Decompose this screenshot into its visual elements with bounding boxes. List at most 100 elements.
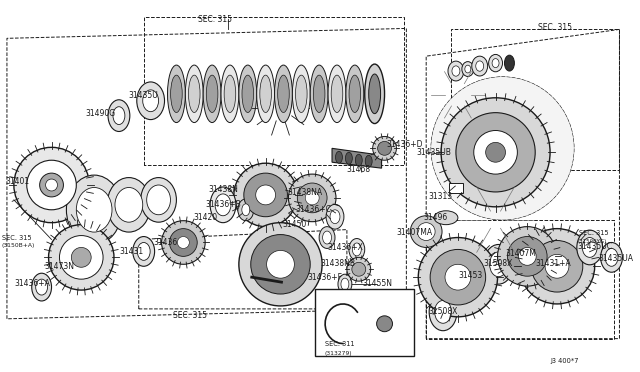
Circle shape xyxy=(244,173,287,217)
Circle shape xyxy=(305,191,319,205)
Ellipse shape xyxy=(346,65,364,122)
Ellipse shape xyxy=(331,75,343,112)
Ellipse shape xyxy=(141,177,177,222)
Ellipse shape xyxy=(278,75,289,112)
Text: (313279): (313279) xyxy=(324,350,352,356)
Ellipse shape xyxy=(448,61,464,81)
Circle shape xyxy=(410,216,442,247)
Ellipse shape xyxy=(582,238,597,257)
Circle shape xyxy=(508,237,547,276)
Text: (31506YG): (31506YG) xyxy=(578,238,607,244)
Ellipse shape xyxy=(115,187,143,222)
Text: 31438NA: 31438NA xyxy=(287,188,323,197)
Bar xyxy=(315,289,414,356)
Text: 31436+A: 31436+A xyxy=(15,279,51,288)
Ellipse shape xyxy=(349,75,360,112)
Ellipse shape xyxy=(296,75,307,112)
Text: SEC. 315: SEC. 315 xyxy=(538,23,572,32)
Text: 31435U: 31435U xyxy=(129,91,159,100)
Text: 31431+A: 31431+A xyxy=(535,259,571,268)
Ellipse shape xyxy=(326,204,344,229)
Ellipse shape xyxy=(210,187,236,223)
Ellipse shape xyxy=(260,75,271,112)
Circle shape xyxy=(60,235,103,279)
Circle shape xyxy=(378,141,392,155)
Bar xyxy=(449,183,463,193)
Circle shape xyxy=(486,142,506,162)
Text: 31473N: 31473N xyxy=(45,262,75,271)
Circle shape xyxy=(419,238,497,317)
Polygon shape xyxy=(332,148,381,168)
Ellipse shape xyxy=(137,82,164,119)
Ellipse shape xyxy=(188,75,200,112)
Ellipse shape xyxy=(319,227,335,248)
Circle shape xyxy=(177,237,189,248)
Text: 31455N: 31455N xyxy=(363,279,393,288)
Ellipse shape xyxy=(239,65,257,122)
Ellipse shape xyxy=(504,55,515,71)
Ellipse shape xyxy=(452,66,460,76)
Circle shape xyxy=(376,316,392,332)
Circle shape xyxy=(417,223,435,241)
Text: 31438NB: 31438NB xyxy=(320,259,355,268)
Text: 31431: 31431 xyxy=(119,247,143,256)
Circle shape xyxy=(430,250,486,305)
Ellipse shape xyxy=(133,237,155,266)
Circle shape xyxy=(251,235,310,294)
Circle shape xyxy=(545,254,569,278)
Text: 31436+C: 31436+C xyxy=(295,205,332,214)
Ellipse shape xyxy=(353,243,361,256)
Circle shape xyxy=(161,221,205,264)
Text: 31401: 31401 xyxy=(5,177,29,186)
Ellipse shape xyxy=(275,65,292,122)
Circle shape xyxy=(474,131,517,174)
Ellipse shape xyxy=(349,238,365,260)
Ellipse shape xyxy=(462,62,474,77)
Text: J3 400*7: J3 400*7 xyxy=(550,359,579,365)
Text: 31496: 31496 xyxy=(423,213,447,222)
Circle shape xyxy=(256,185,276,205)
Circle shape xyxy=(518,247,536,265)
Ellipse shape xyxy=(365,64,385,124)
Ellipse shape xyxy=(310,65,328,122)
Text: SEC. 311: SEC. 311 xyxy=(325,341,355,347)
Ellipse shape xyxy=(605,248,618,266)
Ellipse shape xyxy=(143,90,159,112)
Circle shape xyxy=(298,183,327,213)
Text: 31407M: 31407M xyxy=(506,250,536,259)
Ellipse shape xyxy=(215,194,231,216)
Ellipse shape xyxy=(242,75,253,112)
Ellipse shape xyxy=(434,211,458,225)
Ellipse shape xyxy=(137,243,150,260)
Ellipse shape xyxy=(490,252,508,277)
Ellipse shape xyxy=(429,293,457,331)
Circle shape xyxy=(497,227,557,286)
Ellipse shape xyxy=(365,155,372,167)
Circle shape xyxy=(456,113,535,192)
Ellipse shape xyxy=(577,230,603,265)
Ellipse shape xyxy=(335,151,342,163)
Ellipse shape xyxy=(242,204,250,216)
Text: 31453: 31453 xyxy=(459,271,483,280)
Text: SEC. 315: SEC. 315 xyxy=(579,230,609,235)
Text: 31468: 31468 xyxy=(347,165,371,174)
Text: 31420: 31420 xyxy=(193,213,218,222)
Ellipse shape xyxy=(330,210,340,224)
Text: (3150B+A): (3150B+A) xyxy=(2,244,35,248)
Ellipse shape xyxy=(484,244,513,284)
Text: 31435UA: 31435UA xyxy=(598,254,634,263)
Circle shape xyxy=(40,173,63,197)
Ellipse shape xyxy=(292,65,310,122)
Circle shape xyxy=(372,137,396,160)
Ellipse shape xyxy=(221,65,239,122)
Ellipse shape xyxy=(206,75,218,112)
Ellipse shape xyxy=(257,65,275,122)
Circle shape xyxy=(27,160,76,210)
Text: SEC. 315: SEC. 315 xyxy=(173,311,207,320)
Text: 31435UC: 31435UC xyxy=(578,241,613,250)
Text: 31508X: 31508X xyxy=(484,259,513,268)
Ellipse shape xyxy=(341,278,349,290)
Text: 31436: 31436 xyxy=(154,238,178,247)
Ellipse shape xyxy=(465,65,471,73)
Ellipse shape xyxy=(492,59,499,68)
